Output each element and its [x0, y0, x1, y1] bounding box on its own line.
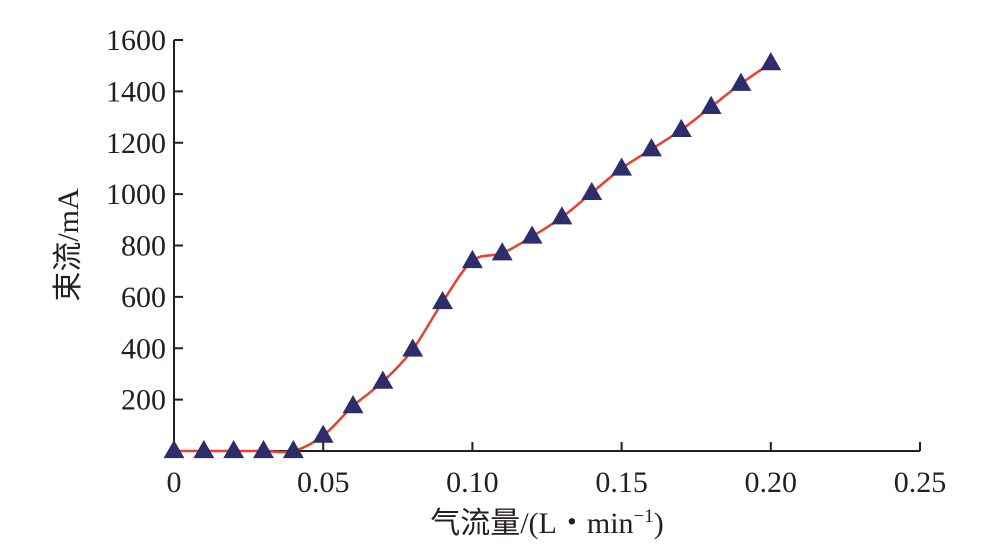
x-axis-title-close: ): [654, 507, 664, 540]
data-point-marker: [372, 370, 394, 389]
data-point-marker: [491, 242, 513, 261]
data-point-marker: [551, 206, 573, 225]
y-tick-label: 200: [121, 384, 166, 417]
x-axis-title-superscript: −1: [634, 506, 654, 527]
x-tick-label: 0.20: [745, 466, 798, 499]
y-tick-label: 1400: [106, 75, 166, 108]
data-point-marker: [581, 181, 603, 200]
y-tick-label: 400: [121, 332, 166, 365]
y-tick-label: 800: [121, 230, 166, 263]
y-tick-label: 1000: [106, 178, 166, 211]
x-tick-label: 0.25: [894, 466, 947, 499]
x-tick-label: 0.05: [297, 466, 350, 499]
data-point-marker: [760, 52, 782, 71]
data-point-marker: [700, 95, 722, 114]
data-point-marker: [253, 440, 274, 459]
data-point-marker: [640, 138, 662, 157]
data-point-marker: [223, 440, 245, 459]
y-tick-label: 600: [121, 281, 166, 314]
chart-axes: [173, 40, 920, 452]
series-layer: [163, 52, 782, 459]
x-axis-title: 气流量/(L・min−1): [430, 506, 664, 540]
data-point-marker: [342, 395, 364, 414]
y-axis-title: 束流/mA: [52, 188, 85, 302]
data-point-marker: [163, 440, 185, 459]
y-tick-label: 1600: [106, 24, 166, 57]
x-axis-title-main: 气流量/(L・min: [430, 507, 633, 540]
data-point-marker: [461, 249, 483, 269]
data-point-marker: [521, 225, 543, 244]
y-ticks: 200 400 600 800 1000 1200 1400 1600: [106, 24, 183, 417]
x-ticks: 0 0.05 0.10 0.15 0.20 0.25: [167, 442, 947, 499]
data-point-marker: [312, 424, 334, 443]
y-tick-label: 1200: [106, 127, 166, 160]
x-tick-label: 0.15: [595, 466, 648, 499]
data-point-marker: [611, 157, 633, 176]
data-point-marker: [282, 440, 304, 459]
x-tick-label: 0: [167, 466, 182, 499]
data-point-marker: [730, 72, 752, 91]
data-point-marker: [193, 440, 215, 459]
data-point-marker: [402, 338, 424, 357]
data-point-marker: [432, 291, 454, 310]
data-point-marker: [670, 118, 692, 138]
x-tick-label: 0.10: [446, 466, 499, 499]
